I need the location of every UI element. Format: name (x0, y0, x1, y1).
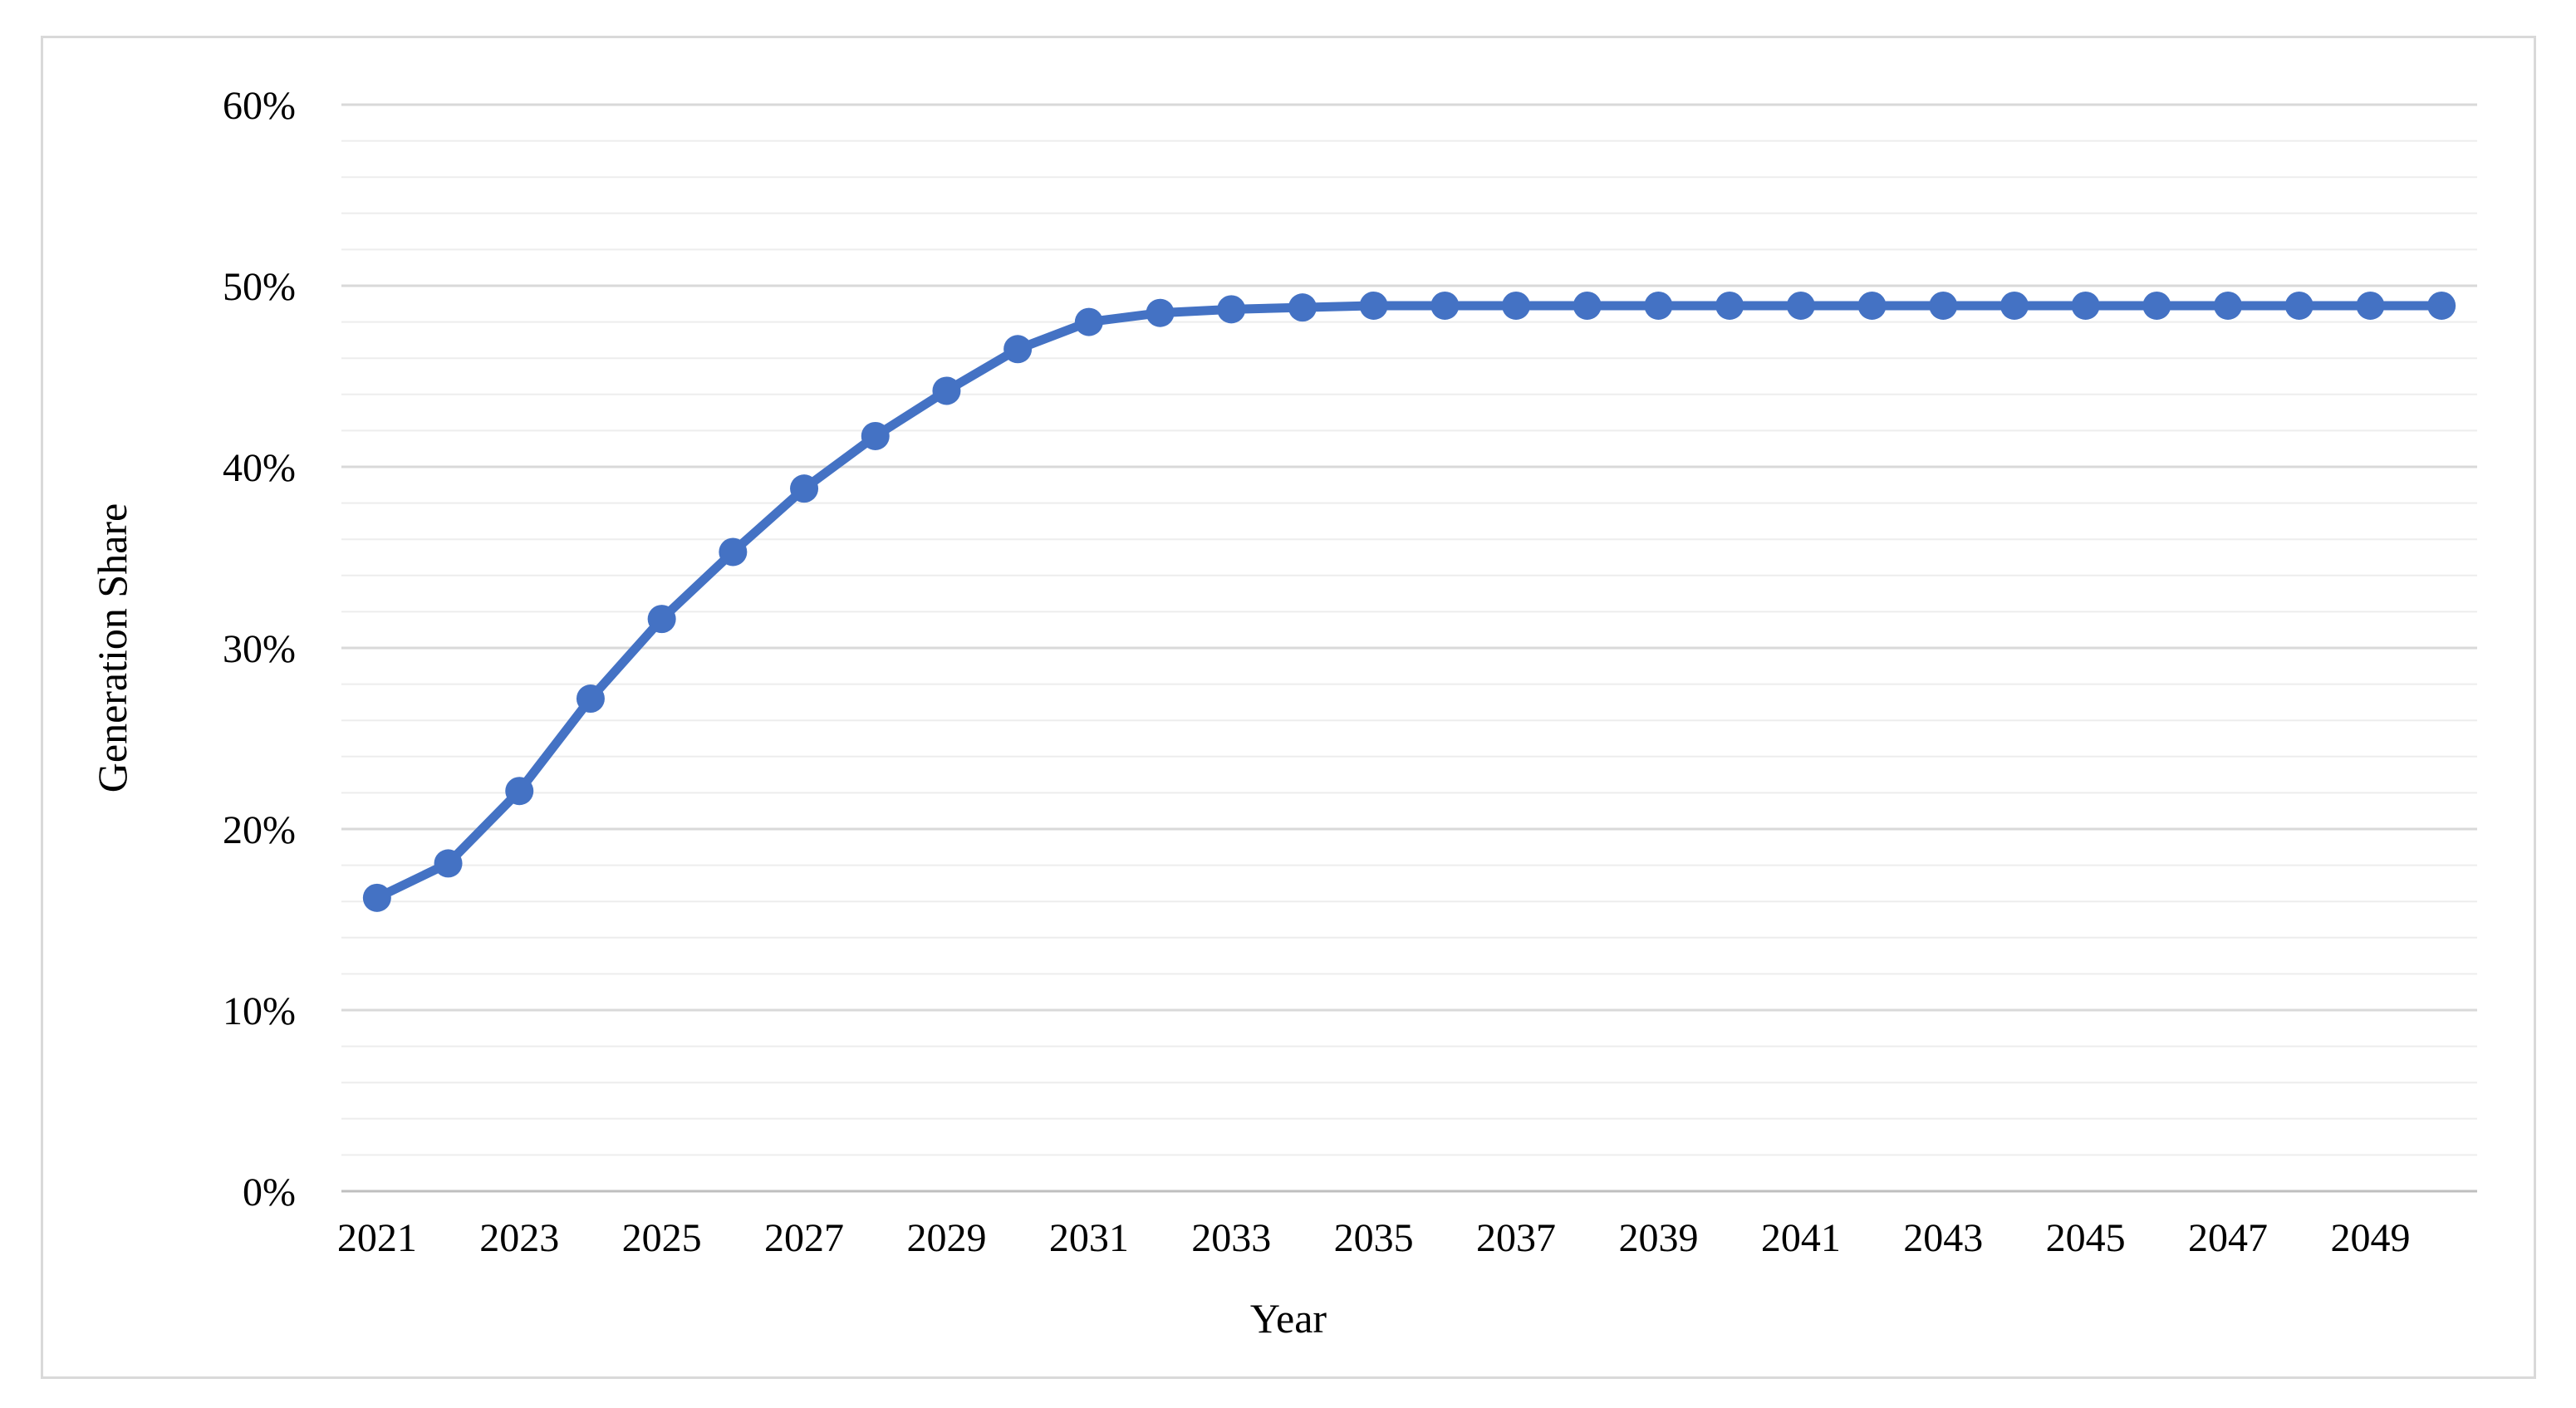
data-point-2026 (719, 537, 748, 567)
data-point-2023 (505, 777, 534, 806)
data-point-2040 (1715, 291, 1744, 320)
data-point-2045 (2071, 291, 2100, 320)
data-point-2025 (647, 605, 676, 634)
x-tick-label: 2047 (2188, 1216, 2268, 1260)
y-tick-label: 0% (243, 1170, 296, 1214)
x-tick-label: 2039 (1618, 1216, 1698, 1260)
y-tick-label: 10% (223, 989, 296, 1033)
data-point-2050 (2427, 291, 2456, 320)
x-tick-label: 2029 (906, 1216, 986, 1260)
x-tick-label: 2033 (1191, 1216, 1271, 1260)
x-tick-label: 2049 (2330, 1216, 2410, 1260)
data-point-2032 (1146, 298, 1175, 327)
x-tick-label: 2035 (1334, 1216, 1414, 1260)
x-tick-label: 2045 (2046, 1216, 2126, 1260)
x-axis-title: Year (1250, 1295, 1327, 1342)
x-tick-label: 2041 (1761, 1216, 1841, 1260)
x-tick-label: 2043 (1903, 1216, 1983, 1260)
data-point-2033 (1217, 295, 1246, 324)
data-point-2024 (576, 684, 605, 714)
data-point-2043 (1929, 291, 1958, 320)
data-point-2034 (1288, 293, 1317, 322)
data-point-2036 (1430, 291, 1460, 320)
data-point-2028 (861, 421, 890, 450)
y-tick-label: 50% (223, 265, 296, 309)
data-point-2046 (2142, 291, 2171, 320)
x-tick-label: 2021 (337, 1216, 417, 1260)
x-axis-tick-labels: 2021 2023 2025 2027 2029 2031 2033 2035 2037 2039… (337, 1216, 2411, 1260)
data-point-2048 (2284, 291, 2313, 320)
data-point-2022 (434, 849, 463, 878)
x-tick-label: 2025 (622, 1216, 702, 1260)
data-point-2047 (2214, 291, 2243, 320)
series-group (362, 291, 2456, 912)
x-tick-label: 2027 (764, 1216, 844, 1260)
y-axis-title: Generation Share (89, 503, 135, 792)
data-point-2042 (1857, 291, 1887, 320)
data-point-2041 (1786, 291, 1815, 320)
x-tick-label: 2037 (1476, 1216, 1556, 1260)
data-point-2039 (1644, 291, 1673, 320)
data-point-2044 (1999, 291, 2029, 320)
y-tick-label: 40% (223, 446, 296, 490)
data-point-2038 (1573, 291, 1602, 320)
x-tick-label: 2031 (1049, 1216, 1129, 1260)
y-tick-label: 20% (223, 808, 296, 852)
data-point-2035 (1359, 291, 1388, 320)
gridlines (341, 103, 2477, 1193)
data-point-2031 (1074, 307, 1103, 336)
data-point-2021 (362, 883, 391, 912)
y-tick-label: 30% (223, 627, 296, 671)
y-tick-label: 60% (223, 84, 296, 128)
data-point-2030 (1003, 335, 1033, 364)
data-point-2029 (932, 376, 961, 405)
x-tick-label: 2023 (479, 1216, 559, 1260)
data-point-2049 (2356, 291, 2385, 320)
data-point-2027 (790, 474, 819, 503)
data-point-2037 (1502, 291, 1531, 320)
y-axis-tick-labels: 0% 10% 20% 30% 40% 50% 60% (223, 84, 296, 1214)
